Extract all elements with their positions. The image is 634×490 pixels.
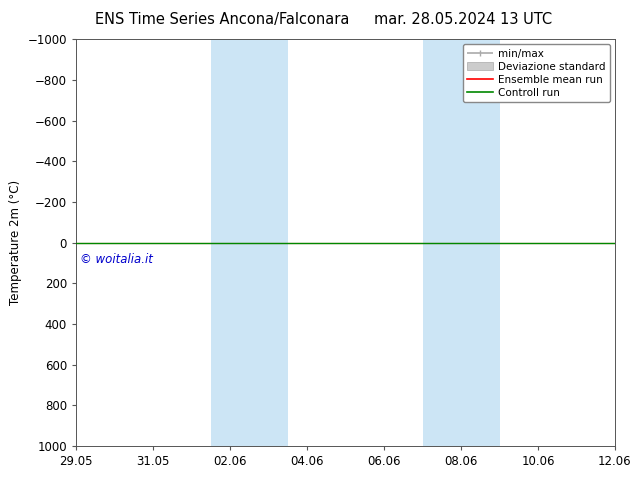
Text: mar. 28.05.2024 13 UTC: mar. 28.05.2024 13 UTC bbox=[374, 12, 552, 27]
Bar bbox=[422, 39, 500, 446]
Text: ENS Time Series Ancona/Falconara: ENS Time Series Ancona/Falconara bbox=[94, 12, 349, 27]
Legend: min/max, Deviazione standard, Ensemble mean run, Controll run: min/max, Deviazione standard, Ensemble m… bbox=[463, 45, 610, 102]
Text: © woitalia.it: © woitalia.it bbox=[80, 253, 153, 266]
Bar bbox=[210, 39, 288, 446]
Y-axis label: Temperature 2m (°C): Temperature 2m (°C) bbox=[9, 180, 22, 305]
